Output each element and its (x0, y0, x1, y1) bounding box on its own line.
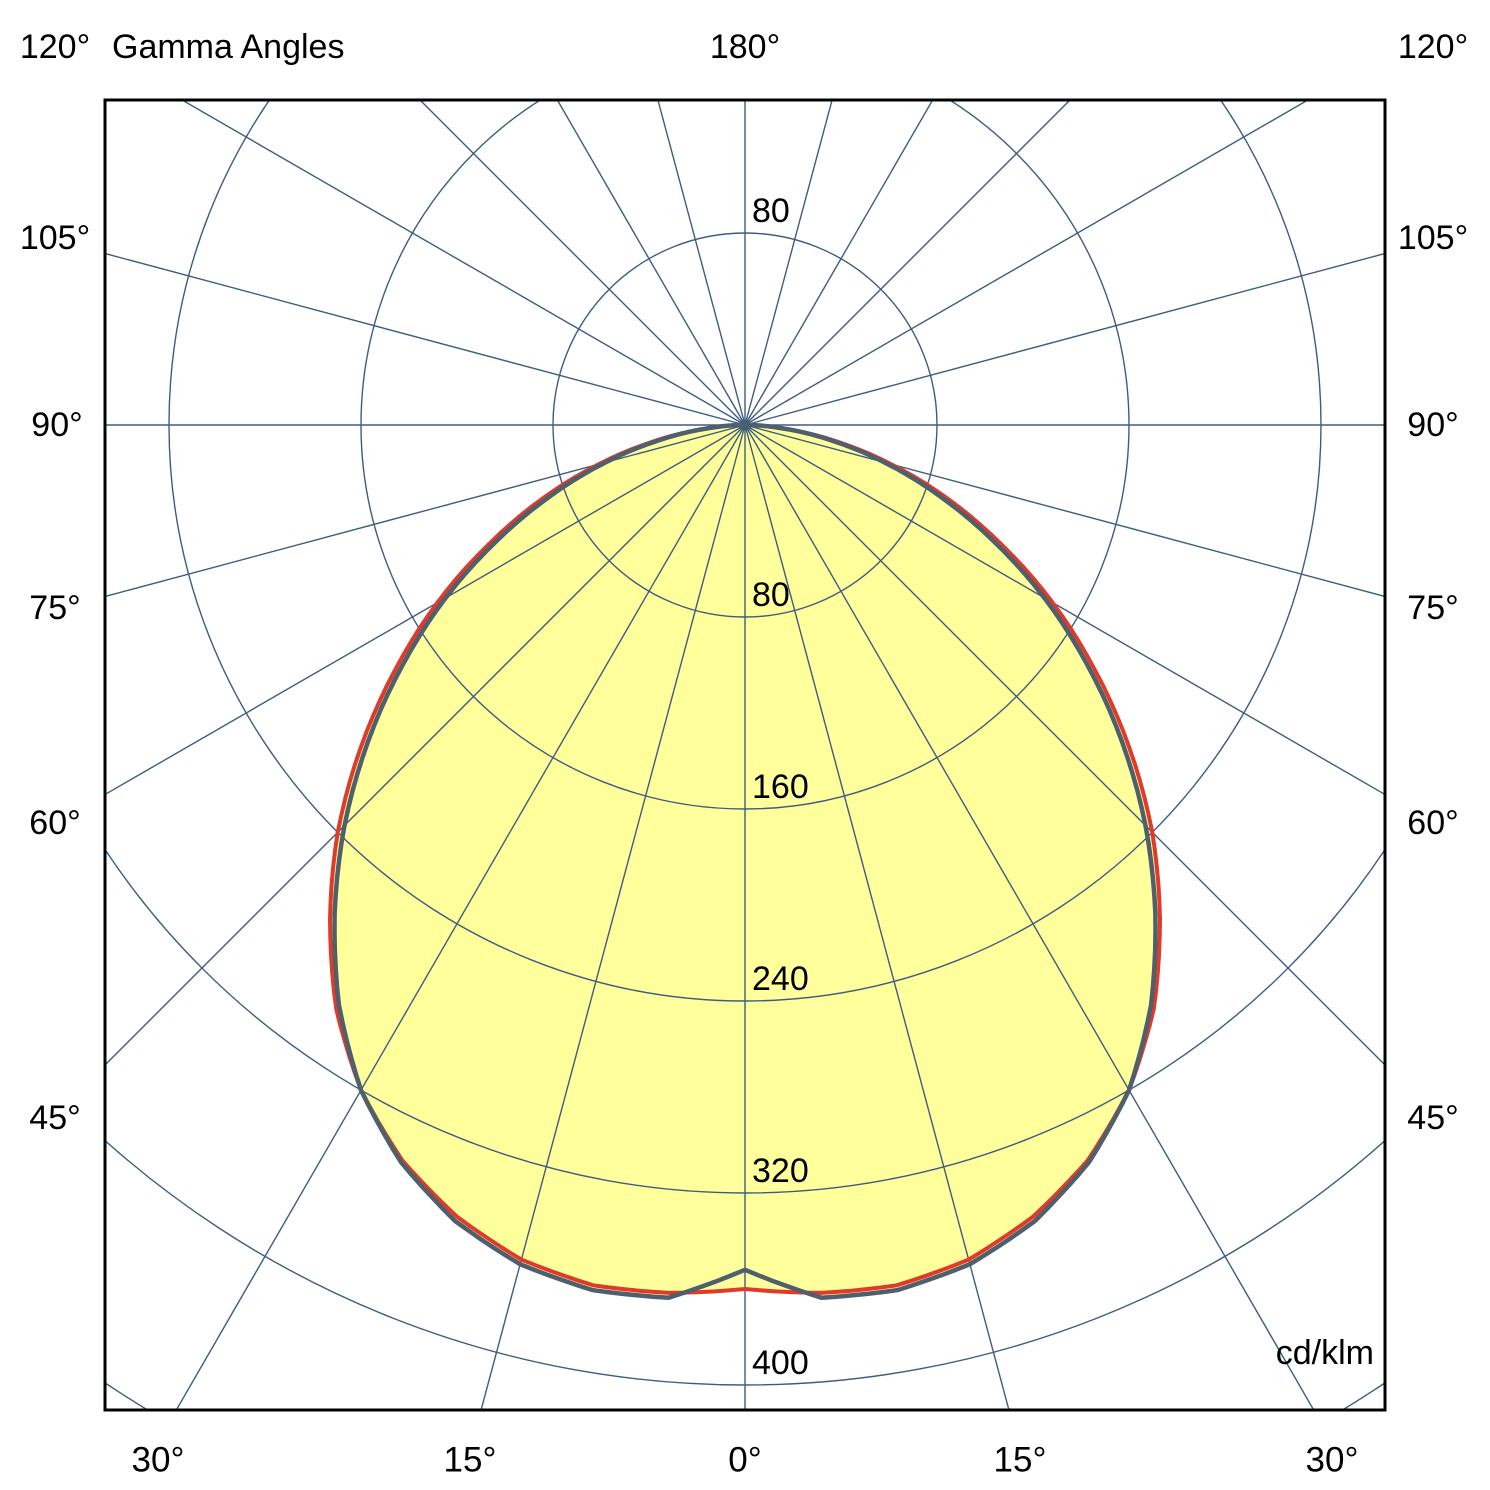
ring-label-80: 80 (752, 576, 790, 614)
angle-label-180-top: 180° (709, 28, 781, 66)
angle-label-105-right: 105° (1397, 219, 1469, 257)
units-label: cd/klm (1275, 1334, 1374, 1372)
ring-label-160: 160 (752, 768, 809, 806)
angle-label-75-left: 75° (29, 589, 81, 627)
ring-label-320: 320 (752, 1152, 809, 1190)
plot-border (103, 98, 1387, 1412)
chart-title: Gamma Angles (112, 28, 345, 66)
angle-label-45-right: 45° (1407, 1099, 1459, 1137)
angle-label-30-bottom-right: 30° (1305, 1440, 1359, 1480)
angle-label-15-bottom-right: 15° (993, 1440, 1047, 1480)
angle-label-15-bottom-left: 15° (443, 1440, 497, 1480)
ring-label-240: 240 (752, 960, 809, 998)
curve-c0-c180 (332, 422, 1158, 1300)
ring-label-400: 400 (752, 1344, 809, 1382)
angle-label-75-right: 75° (1407, 589, 1459, 627)
angle-label-30-bottom-left: 30° (131, 1440, 185, 1480)
curve-c90-c270 (327, 422, 1163, 1295)
angle-label-120-right: 120° (1397, 28, 1469, 66)
angle-label-105-left: 105° (19, 219, 91, 257)
angle-label-0-bottom: 0° (728, 1440, 762, 1480)
angle-label-120-left: 120° (19, 28, 91, 66)
angle-label-45-left: 45° (29, 1099, 81, 1137)
ring-label-80-upper: 80 (752, 192, 790, 230)
intensity-curves (327, 422, 1163, 1300)
angle-label-60-left: 60° (29, 804, 81, 842)
angle-label-60-right: 60° (1407, 804, 1459, 842)
angle-label-90-left: 90° (31, 406, 83, 444)
angle-label-90-right: 90° (1407, 406, 1459, 444)
